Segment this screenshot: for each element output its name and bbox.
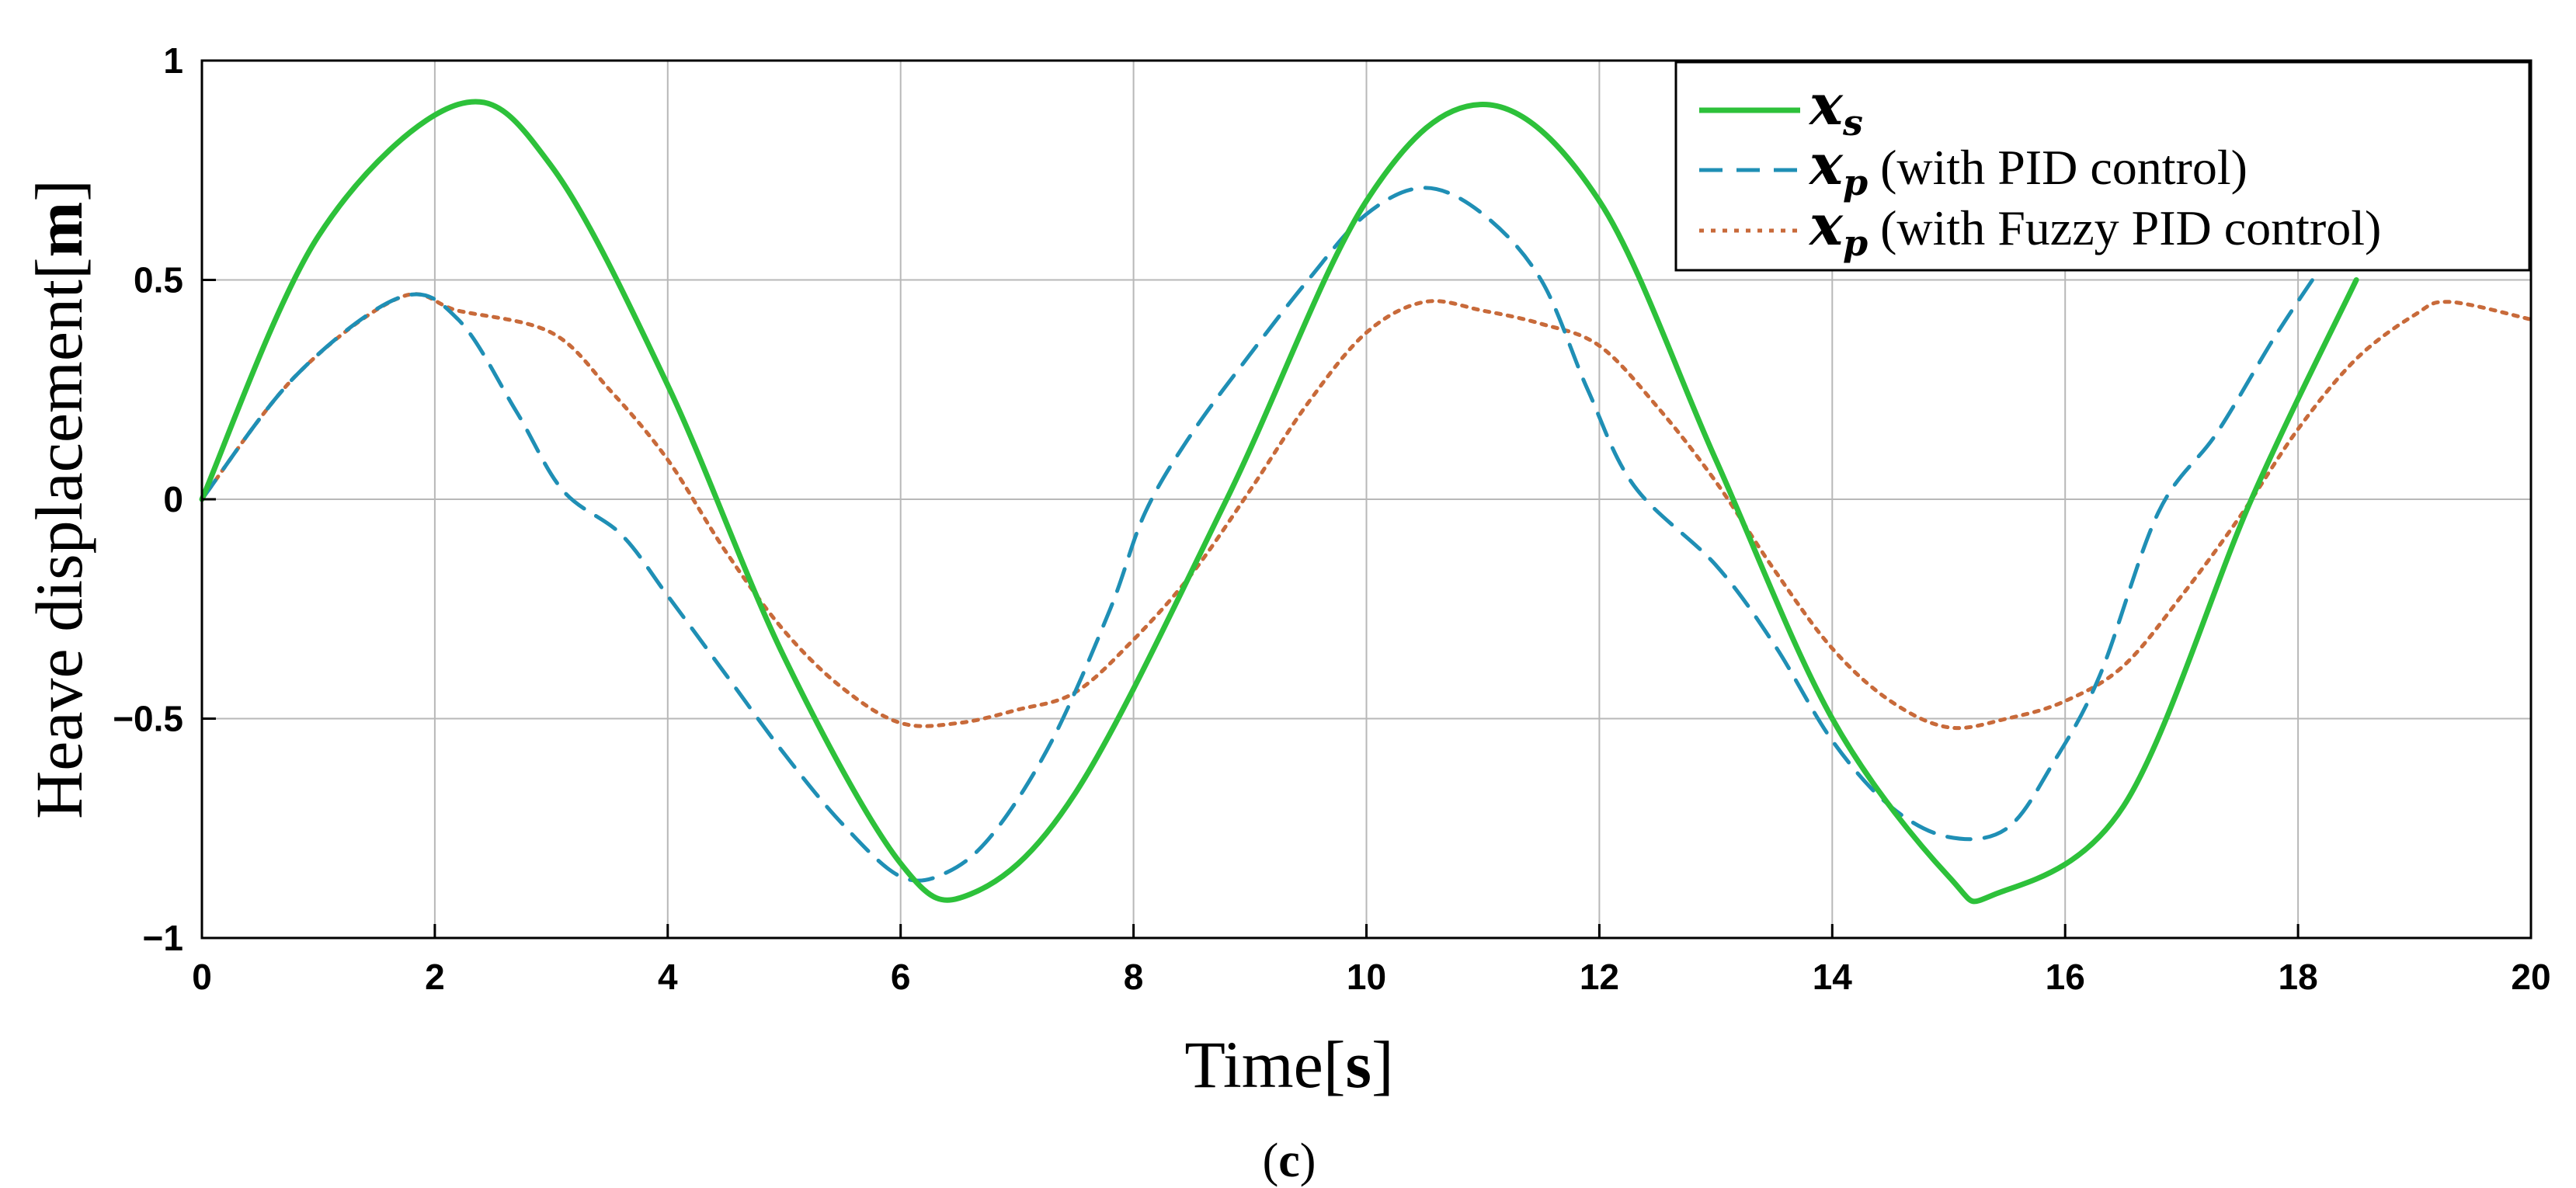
series-line-2 — [200, 292, 2533, 731]
x-tick-label: 8 — [1124, 957, 1144, 997]
x-tick-label: 0 — [192, 957, 212, 997]
legend-symbol: x — [1808, 71, 1844, 137]
legend-subscript: p — [1843, 222, 1868, 264]
caption-letter: c — [1278, 1134, 1300, 1187]
legend-entry-1: xp (with PID control) — [1808, 131, 2247, 203]
legend-entry-0: xs — [1808, 71, 1863, 144]
y-tick-label: −0.5 — [113, 699, 183, 739]
legend-subscript: s — [1842, 102, 1863, 144]
legend-label: (with PID control) — [1868, 140, 2247, 195]
series-line-0 — [199, 99, 2359, 905]
y-tick-label: 1 — [163, 40, 183, 81]
caption-open: ( — [1263, 1134, 1279, 1187]
x-axis-label-text: Time — [1184, 1027, 1323, 1102]
x-tick-label: 18 — [2279, 957, 2318, 997]
legend-entry-2: xp (with Fuzzy PID control) — [1808, 192, 2381, 264]
y-axis-unit: m — [22, 202, 96, 258]
x-tick-label: 12 — [1580, 957, 1619, 997]
x-tick-label: 4 — [658, 957, 678, 997]
x-tick-label: 2 — [425, 957, 445, 997]
legend-symbol: x — [1808, 192, 1844, 258]
x-tick-label: 14 — [1813, 957, 1853, 997]
tick-labels: 0 2 4 6 8 10 12 14 16 18 20 −1 −0.5 0 0.5 1 — [113, 40, 2550, 997]
x-tick-label: 20 — [2511, 957, 2550, 997]
y-axis-label-text: Heave displacement — [22, 280, 96, 819]
y-axis-label: Heave displacement[m] — [22, 179, 96, 819]
x-tick-label: 6 — [891, 957, 911, 997]
y-tick-label: 0.5 — [134, 260, 183, 300]
x-tick-label: 16 — [2046, 957, 2085, 997]
series-layer — [199, 99, 2533, 905]
legend-label: (with Fuzzy PID control) — [1868, 200, 2381, 255]
legend-box — [1674, 61, 2531, 272]
x-axis-label: Time[s] — [1184, 1027, 1393, 1102]
legend-symbol: x — [1808, 131, 1844, 197]
x-axis-unit: s — [1346, 1027, 1371, 1102]
legend-subscript: p — [1843, 162, 1868, 203]
caption-close: ) — [1300, 1134, 1316, 1187]
y-tick-label: −1 — [143, 918, 183, 958]
figure-caption: (c) — [1263, 1134, 1316, 1187]
y-tick-label: 0 — [163, 479, 183, 519]
x-tick-label: 10 — [1347, 957, 1386, 997]
